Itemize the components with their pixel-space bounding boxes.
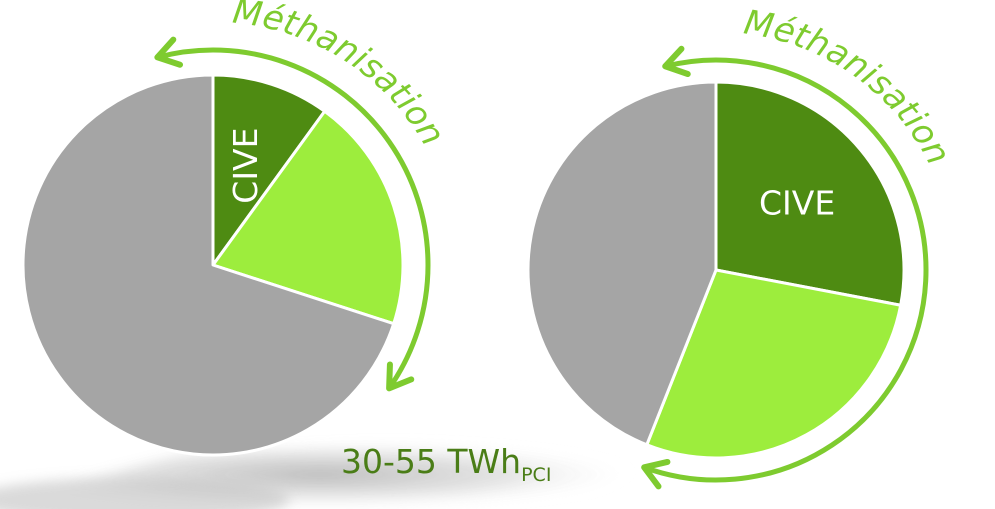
pie-slice-2 — [211, 109, 405, 326]
arrowhead-icon — [641, 458, 671, 490]
methanisation-arc-line — [641, 57, 929, 483]
pie-chart-right: CIVE — [526, 80, 906, 460]
floor-shadow — [0, 440, 640, 509]
methanisation-arc-line — [154, 47, 431, 391]
pie-slice-3 — [526, 80, 718, 447]
energy-value: 30-55 TWh — [341, 442, 521, 481]
pie-chart-left: CIVE — [21, 73, 405, 457]
arrowhead-icon — [662, 45, 691, 78]
energy-subscript: PCI — [521, 464, 551, 486]
pie-slice-1 — [714, 80, 906, 307]
pie-slice-1 — [211, 73, 327, 267]
pie-slice-label: CIVE — [759, 183, 835, 222]
energy-range-label: 30-55 TWhPCI — [341, 442, 551, 486]
arrowhead-icon — [386, 361, 415, 392]
pie-slice-3 — [21, 73, 396, 457]
pie-slice-2 — [645, 268, 903, 460]
arrowhead-icon — [154, 36, 184, 68]
pie-slice-label: CIVE — [226, 127, 265, 203]
